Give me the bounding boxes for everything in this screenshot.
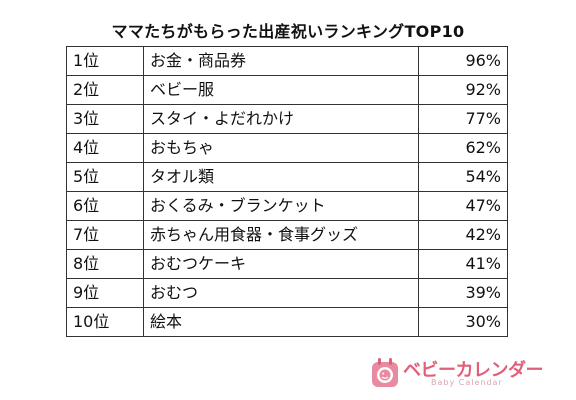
table-row: 6位 おくるみ・ブランケット 47% [66, 191, 508, 221]
table-row: 2位 ベビー服 92% [66, 75, 508, 105]
rank-cell: 10位 [66, 307, 144, 337]
item-cell: 絵本 [143, 307, 419, 337]
percent-cell: 77% [418, 104, 508, 134]
rank-cell: 9位 [66, 278, 144, 308]
rank-cell: 4位 [66, 133, 144, 163]
table-row: 3位 スタイ・よだれかけ 77% [66, 104, 508, 134]
item-cell: おくるみ・ブランケット [143, 191, 419, 221]
rank-cell: 2位 [66, 75, 144, 105]
table-row: 7位 赤ちゃん用食器・食事グッズ 42% [66, 220, 508, 250]
rank-cell: 1位 [66, 46, 144, 76]
item-cell: おもちゃ [143, 133, 419, 163]
rank-cell: 8位 [66, 249, 144, 279]
item-cell: おむつケーキ [143, 249, 419, 279]
logo-subtitle: Baby Calendar [431, 378, 503, 387]
percent-cell: 47% [418, 191, 508, 221]
table-row: 5位 タオル類 54% [66, 162, 508, 192]
percent-cell: 39% [418, 278, 508, 308]
page-title: ママたちがもらった出産祝いランキングTOP10 [111, 22, 465, 41]
percent-cell: 62% [418, 133, 508, 163]
item-cell: スタイ・よだれかけ [143, 104, 419, 134]
table-row: 4位 おもちゃ 62% [66, 133, 508, 163]
percent-cell: 41% [418, 249, 508, 279]
table-row: 1位 お金・商品券 96% [66, 46, 508, 76]
item-cell: おむつ [143, 278, 419, 308]
percent-cell: 54% [418, 162, 508, 192]
item-cell: ベビー服 [143, 75, 419, 105]
rank-cell: 7位 [66, 220, 144, 250]
table-row: 10位 絵本 30% [66, 307, 508, 337]
table-row: 9位 おむつ 39% [66, 278, 508, 308]
item-cell: タオル類 [143, 162, 419, 192]
table-row: 8位 おむつケーキ 41% [66, 249, 508, 279]
rank-cell: 3位 [66, 104, 144, 134]
rank-cell: 6位 [66, 191, 144, 221]
percent-cell: 30% [418, 307, 508, 337]
item-cell: お金・商品券 [143, 46, 419, 76]
item-cell: 赤ちゃん用食器・食事グッズ [143, 220, 419, 250]
logo-wordmark: ベビーカレンダー [403, 360, 544, 381]
percent-cell: 92% [418, 75, 508, 105]
percent-cell: 96% [418, 46, 508, 76]
rank-cell: 5位 [66, 162, 144, 192]
percent-cell: 42% [418, 220, 508, 250]
ranking-table: 1位 お金・商品券 96% 2位 ベビー服 92% 3位 スタイ・よだれかけ 7… [66, 46, 508, 337]
brand-logo: ベビーカレンダー Baby Calendar [371, 356, 544, 390]
baby-calendar-logo-icon [372, 358, 398, 387]
